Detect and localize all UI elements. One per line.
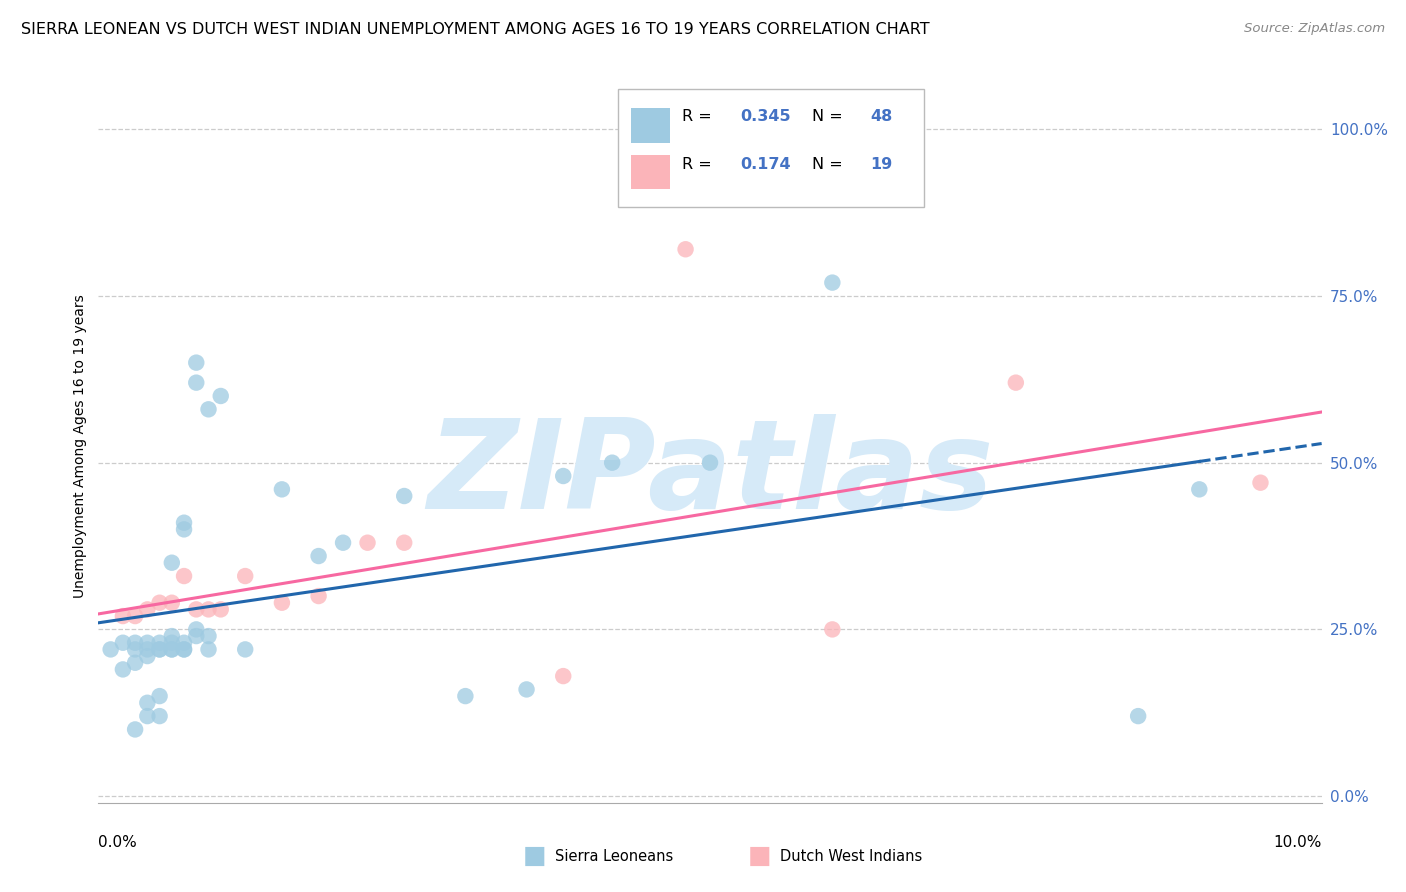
Point [136, 709, 159, 723]
Point [699, 456, 721, 470]
Point [270, 596, 292, 610]
Point [270, 483, 292, 497]
Point [124, 636, 146, 650]
Text: Source: ZipAtlas.com: Source: ZipAtlas.com [1244, 22, 1385, 36]
Point [173, 516, 195, 530]
Point [1004, 376, 1026, 390]
Text: 10.0%: 10.0% [1274, 835, 1322, 850]
Y-axis label: Unemployment Among Ages 16 to 19 years: Unemployment Among Ages 16 to 19 years [73, 294, 87, 598]
Point [197, 602, 219, 616]
Text: Dutch West Indians: Dutch West Indians [780, 849, 922, 863]
Text: ■: ■ [523, 845, 546, 868]
Point [197, 629, 219, 643]
Point [160, 629, 183, 643]
FancyBboxPatch shape [630, 109, 669, 143]
Point [124, 723, 146, 737]
Point [173, 569, 195, 583]
Point [454, 689, 477, 703]
Text: R =: R = [682, 109, 711, 124]
Point [186, 629, 208, 643]
Point [149, 636, 172, 650]
Point [308, 589, 330, 603]
FancyBboxPatch shape [619, 89, 924, 207]
Point [136, 636, 159, 650]
Point [160, 556, 183, 570]
Point [197, 642, 219, 657]
Point [149, 596, 172, 610]
Text: 0.174: 0.174 [741, 157, 792, 172]
Point [111, 662, 134, 676]
Point [186, 623, 208, 637]
Point [160, 596, 183, 610]
Point [136, 642, 159, 657]
Point [553, 469, 575, 483]
Point [111, 609, 134, 624]
Point [160, 636, 183, 650]
Text: SIERRA LEONEAN VS DUTCH WEST INDIAN UNEMPLOYMENT AMONG AGES 16 TO 19 YEARS CORRE: SIERRA LEONEAN VS DUTCH WEST INDIAN UNEM… [21, 22, 929, 37]
FancyBboxPatch shape [630, 155, 669, 189]
Point [149, 709, 172, 723]
Point [600, 456, 623, 470]
Point [173, 642, 195, 657]
Point [124, 642, 146, 657]
Point [149, 689, 172, 703]
Text: ZIPatlas: ZIPatlas [427, 414, 993, 535]
Point [308, 549, 330, 563]
Point [149, 642, 172, 657]
Point [209, 602, 232, 616]
Point [209, 389, 232, 403]
Point [124, 609, 146, 624]
Point [186, 376, 208, 390]
Point [111, 636, 134, 650]
Point [233, 569, 256, 583]
Point [160, 642, 183, 657]
Text: ■: ■ [748, 845, 770, 868]
Point [821, 623, 844, 637]
Point [1128, 709, 1150, 723]
Point [100, 642, 122, 657]
Text: 0.0%: 0.0% [98, 835, 138, 850]
Point [332, 535, 354, 549]
Point [136, 696, 159, 710]
Point [136, 649, 159, 664]
Text: R =: R = [682, 157, 711, 172]
Point [173, 642, 195, 657]
Point [1249, 475, 1271, 490]
Point [233, 642, 256, 657]
Point [186, 602, 208, 616]
Point [136, 602, 159, 616]
Point [356, 535, 378, 549]
Point [1188, 483, 1211, 497]
Text: Sierra Leoneans: Sierra Leoneans [555, 849, 673, 863]
Point [392, 489, 416, 503]
Text: 0.345: 0.345 [741, 109, 792, 124]
Point [160, 642, 183, 657]
Text: 19: 19 [870, 157, 893, 172]
Text: 48: 48 [870, 109, 893, 124]
Point [124, 656, 146, 670]
Point [173, 636, 195, 650]
Point [553, 669, 575, 683]
Point [197, 402, 219, 417]
Point [516, 682, 538, 697]
Point [173, 522, 195, 536]
Text: N =: N = [811, 109, 842, 124]
Text: N =: N = [811, 157, 842, 172]
Point [186, 356, 208, 370]
Point [392, 535, 416, 549]
Point [821, 276, 844, 290]
Point [149, 642, 172, 657]
Point [675, 242, 697, 256]
